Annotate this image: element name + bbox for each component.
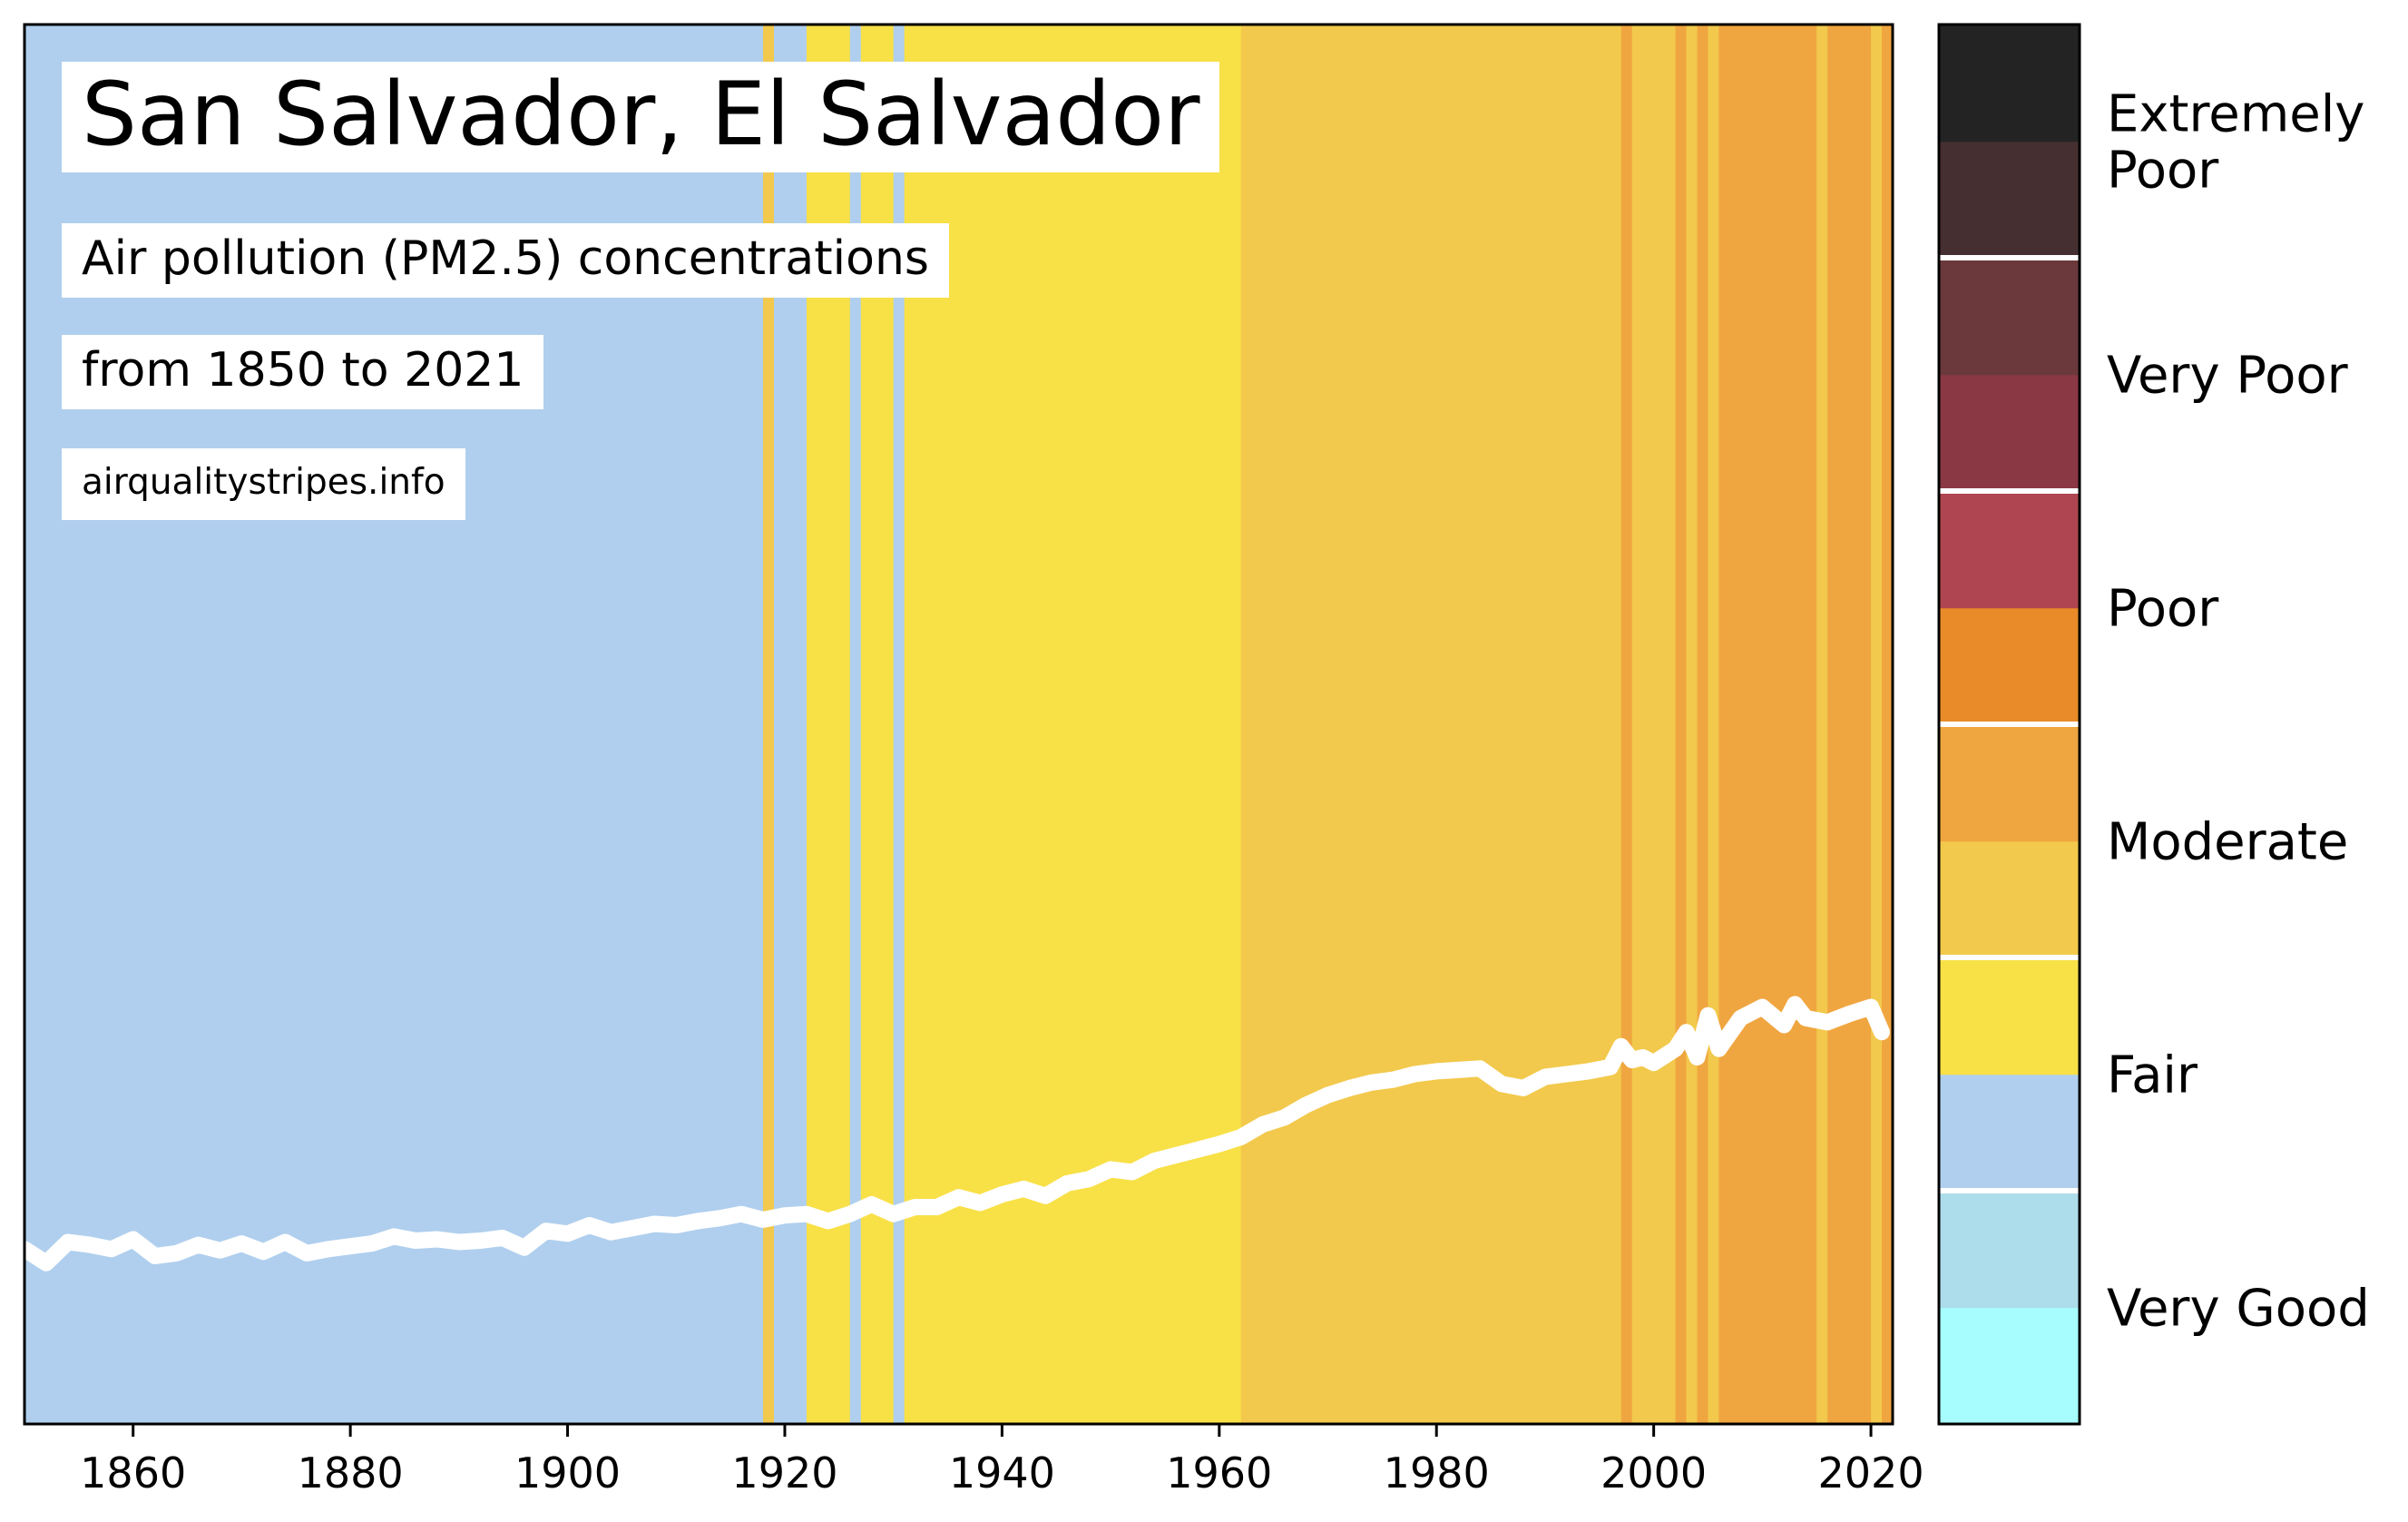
pollution-line-layer <box>16 996 1890 1272</box>
stripe-2004 <box>1697 25 1709 1424</box>
x-tick-label-2020: 2020 <box>1818 1448 1924 1497</box>
legend-label-moderate: Moderate <box>2107 813 2348 872</box>
legend-swatch-6 <box>1939 607 2080 725</box>
legend-divider <box>1939 1188 2080 1193</box>
legend-swatch-1 <box>1939 1191 2080 1309</box>
legend-swatch-10 <box>1939 141 2080 259</box>
legend-swatch-8 <box>1939 374 2080 492</box>
stripe-1930 <box>893 25 905 1424</box>
stripe-1926 <box>849 25 862 1424</box>
stripe-2005 <box>1708 25 1720 1424</box>
legend-swatch-4 <box>1939 840 2080 958</box>
stripe-1962 <box>1240 25 1622 1424</box>
pm25-series-line <box>16 996 1890 1272</box>
date-range-label: from 1850 to 2021 <box>62 335 544 409</box>
legend-label-extremely-poor: Extremely Poor <box>2107 85 2364 201</box>
category-legend: Very Good Fair Moderate Poor Very Poor Extrem… <box>1937 23 2370 1426</box>
legend-label-very-good: Very Good <box>2107 1280 2370 1339</box>
chart-title: San Salvador, El Salvador <box>62 62 1220 172</box>
legend-swatch-5 <box>1939 724 2080 842</box>
legend-swatch-9 <box>1939 258 2080 376</box>
stripe-1918 <box>763 25 775 1424</box>
legend-label-poor: Poor <box>2107 580 2219 639</box>
x-tick-label-1900: 1900 <box>514 1448 621 1497</box>
x-tick-label-2000: 2000 <box>1600 1448 1707 1497</box>
stripe-2021 <box>1882 25 1894 1424</box>
stripe-1931 <box>904 25 1242 1424</box>
stripe-1998 <box>1631 25 1677 1424</box>
plot-frame <box>23 23 1894 1426</box>
stripe-2006 <box>1718 25 1817 1424</box>
legend-label-very-poor: Very Poor <box>2107 347 2349 406</box>
source-label: airqualitystripes.info <box>62 448 465 520</box>
stripe-1997 <box>1620 25 1633 1424</box>
x-tick-label-1940: 1940 <box>949 1448 1055 1497</box>
legend-frame <box>1937 23 2081 1426</box>
x-tick-label-1920: 1920 <box>731 1448 837 1497</box>
x-tick-label-1960: 1960 <box>1166 1448 1272 1497</box>
legend-divider <box>1939 722 2080 727</box>
legend-divider <box>1939 488 2080 494</box>
x-tick-label-1880: 1880 <box>298 1448 404 1497</box>
legend-swatch-11 <box>1939 25 2080 142</box>
stripe-2015 <box>1816 25 1828 1424</box>
stripe-2016 <box>1827 25 1872 1424</box>
x-tick-label-1980: 1980 <box>1384 1448 1490 1497</box>
legend-divider <box>1939 255 2080 260</box>
x-tick-label-1860: 1860 <box>80 1448 186 1497</box>
legend-divider <box>1939 955 2080 960</box>
chart-subtitle: Air pollution (PM2.5) concentrations <box>62 223 949 298</box>
legend-swatch-3 <box>1939 957 2080 1075</box>
legend-swatch-2 <box>1939 1074 2080 1192</box>
legend-label-fair: Fair <box>2107 1046 2198 1105</box>
stripe-2003 <box>1686 25 1698 1424</box>
x-axis: 1860 1880 1900 1920 1940 1960 1980 2000 2020 <box>23 23 1924 1497</box>
stripe-2020 <box>1871 25 1883 1424</box>
legend-swatch-0 <box>1939 1307 2080 1425</box>
legend-swatch-7 <box>1939 491 2080 609</box>
stripe-2002 <box>1675 25 1688 1424</box>
